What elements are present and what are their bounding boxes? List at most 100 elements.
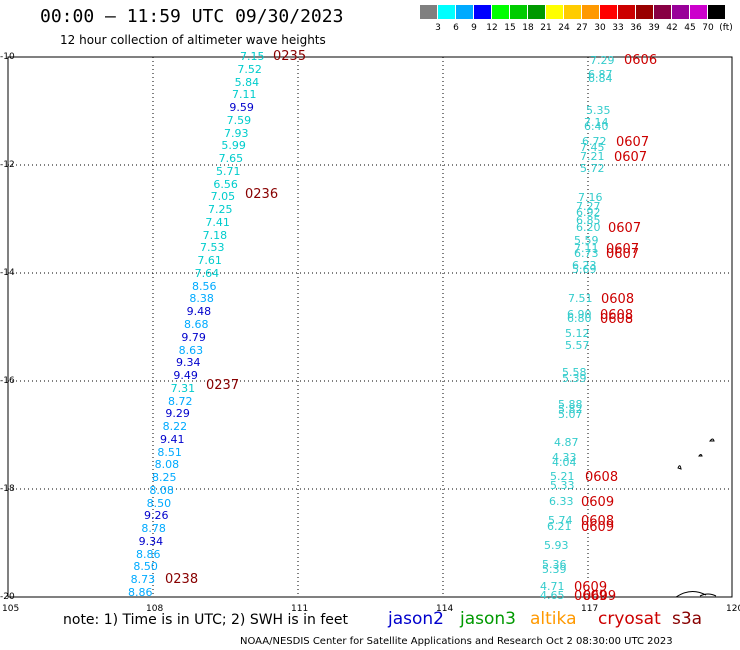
- swh-value-label: 9.34: [176, 356, 201, 370]
- swh-value-label: 6.73: [574, 247, 599, 260]
- swh-value-label: 4.04: [552, 456, 577, 469]
- colorbar-label: 39: [648, 23, 660, 33]
- colorbar-swatch: [528, 5, 545, 19]
- swh-value-label: 4.87: [554, 436, 579, 449]
- swh-value-label: 5.39: [562, 372, 587, 385]
- swh-value-label: 8.78: [141, 522, 166, 536]
- coastline: [708, 438, 715, 442]
- pass-time-label: 0607: [606, 242, 640, 257]
- x-tick-label: 105: [2, 604, 20, 614]
- swh-value-label: 7.29: [590, 54, 615, 67]
- swh-value-label: 7.52: [237, 62, 262, 76]
- swh-value-label: 5.12: [565, 327, 590, 340]
- y-tick-label: -14: [0, 268, 15, 278]
- x-tick-label: 108: [146, 604, 164, 614]
- swh-value-label: 6.20: [576, 221, 601, 234]
- x-tick-label: 120: [726, 604, 740, 614]
- swh-value-label: 9.79: [181, 330, 206, 344]
- swh-value-label: 5.71: [216, 164, 241, 178]
- pass-time-label: 0237: [206, 378, 240, 393]
- swh-value-label: 7.16: [578, 191, 603, 204]
- y-tick-label: -16: [0, 376, 15, 386]
- swh-value-label: 6.92: [576, 206, 601, 219]
- y-tick-label: -20: [0, 592, 15, 602]
- pass-time-label: 0608: [601, 292, 635, 307]
- swh-value-label: 5.58: [562, 366, 587, 379]
- swh-value-label: 7.18: [202, 228, 228, 242]
- swh-value-label: 4.33: [552, 451, 577, 464]
- swh-value-label: 7.45: [580, 141, 605, 154]
- pass-time-label: 0609: [581, 520, 615, 535]
- pass-time-label: 0608: [600, 312, 634, 327]
- swh-value-label: 7.51: [568, 292, 593, 305]
- swh-value-label: 7.64: [194, 266, 220, 280]
- satellite-legend-jason3: jason3: [460, 609, 516, 629]
- colorbar-swatch: [546, 5, 563, 19]
- swh-value-label: 5.72: [580, 162, 605, 175]
- colorbar-label: (ft): [719, 23, 733, 33]
- swh-value-label: 6.85: [576, 214, 601, 227]
- pass-time-label: 0609: [574, 580, 608, 595]
- colorbar-label: 70: [702, 23, 714, 33]
- swh-value-label: 7.41: [205, 215, 230, 229]
- x-tick-label: 114: [436, 604, 454, 614]
- coastline: [677, 465, 682, 470]
- colorbar-swatch: [456, 5, 473, 19]
- colorbar-label: 18: [522, 23, 534, 33]
- swh-value-label: 5.57: [565, 339, 590, 352]
- colorbar-label: 24: [558, 23, 570, 33]
- pass-time-label: 0608: [585, 470, 619, 485]
- swh-value-label: 8.86: [128, 586, 153, 599]
- pass-time-label: 0608: [600, 308, 634, 323]
- swh-value-label: 8.68: [184, 318, 209, 331]
- swh-value-label: 6.90: [567, 308, 592, 321]
- pass-time-label: 0609: [574, 589, 608, 604]
- swh-value-label: 6.87: [588, 68, 613, 81]
- pass-time-label: 0238: [165, 572, 199, 587]
- swh-value-label: 5.21: [550, 470, 575, 483]
- swh-value-label: 7.15: [240, 50, 265, 63]
- swh-value-label: 7.59: [226, 113, 252, 127]
- swh-value-label: 7.93: [224, 126, 249, 140]
- satellite-legend-jason2: jason2: [388, 609, 444, 629]
- swh-value-label: 9.59: [229, 101, 254, 115]
- swh-value-label: 7.61: [197, 254, 222, 268]
- swh-value-label: 5.07: [558, 408, 583, 421]
- swh-value-label: 9.49: [173, 369, 198, 383]
- swh-value-label: 9.29: [165, 407, 190, 421]
- swh-value-label: 8.38: [189, 292, 214, 306]
- colorbar-swatch: [510, 5, 527, 19]
- pass-time-label: 0609: [581, 495, 615, 510]
- swh-value-label: 5.82: [558, 403, 583, 416]
- satellite-legend-s3a: s3a: [672, 609, 703, 629]
- swh-value-label: 6.72: [582, 135, 607, 148]
- swh-value-label: 7.25: [208, 203, 233, 217]
- swh-value-label: 7.05: [210, 190, 236, 204]
- colorbar-swatch: [708, 5, 725, 19]
- colorbar-swatch: [564, 5, 581, 19]
- swh-value-label: 8.50: [146, 496, 172, 510]
- swh-value-label: 5.36: [542, 558, 567, 571]
- swh-value-label: 5.74: [548, 514, 573, 527]
- swh-value-label: 6.23: [572, 259, 597, 272]
- swh-value-label: 8.50: [133, 560, 158, 574]
- colorbar-swatch: [636, 5, 653, 19]
- colorbar-label: 42: [666, 23, 678, 33]
- swh-value-label: 8.56: [192, 279, 217, 293]
- pass-time-label: 0609: [583, 589, 617, 604]
- swh-value-label: 9.41: [160, 432, 185, 446]
- satellite-legend-altika: altika: [530, 609, 577, 629]
- swh-value-label: 8.22: [162, 420, 188, 434]
- swh-value-label: 4.71: [540, 580, 565, 593]
- swh-value-label: 6.33: [549, 495, 574, 508]
- y-tick-label: -10: [0, 52, 15, 62]
- y-tick-label: -18: [0, 484, 15, 494]
- map-frame: [7, 56, 733, 598]
- swh-value-label: 7.11: [574, 242, 599, 255]
- swh-value-label: 5.93: [544, 539, 569, 552]
- swh-value-label: 7.14: [584, 116, 609, 129]
- swh-value-label: 6.40: [584, 120, 609, 133]
- pass-time-label: 0606: [624, 53, 658, 68]
- satellite-legend-cryosat: cryosat: [598, 609, 661, 629]
- swh-value-label: 5.99: [221, 139, 246, 153]
